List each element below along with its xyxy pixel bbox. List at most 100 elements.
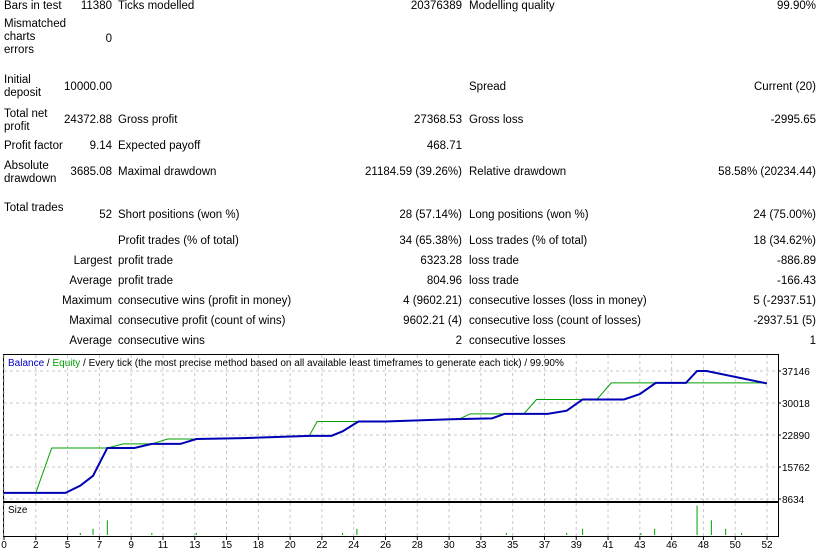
equity-line bbox=[4, 382, 767, 494]
report-value: 468.71 bbox=[426, 140, 462, 152]
report-label: consecutive loss (count of losses) bbox=[469, 315, 641, 327]
report-label: Maximal bbox=[69, 315, 112, 327]
report-value: 10000.00 bbox=[64, 81, 112, 93]
report-label: consecutive wins bbox=[118, 335, 205, 347]
y-tick-label: 8634 bbox=[782, 495, 805, 506]
x-tick-label: 35 bbox=[507, 540, 519, 551]
report-label: profit trade bbox=[118, 255, 173, 267]
x-tick-label: 52 bbox=[761, 540, 773, 551]
report-label: Short positions (won %) bbox=[118, 209, 240, 221]
x-tick-label: 5 bbox=[65, 540, 71, 551]
report-value: -166.43 bbox=[776, 275, 816, 287]
report-label: Average bbox=[69, 335, 112, 347]
report-value: 24372.88 bbox=[64, 114, 112, 126]
y-tick-label: 30018 bbox=[782, 399, 810, 410]
report-value: 4 (9602.21) bbox=[403, 295, 462, 307]
y-tick-label: 15762 bbox=[782, 463, 810, 474]
legend-separator: / bbox=[44, 358, 53, 369]
x-tick-label: 11 bbox=[158, 540, 169, 551]
report-label: consecutive losses (loss in money) bbox=[469, 295, 647, 307]
report-value: 18 (34.62%) bbox=[753, 235, 816, 247]
report-label: Bars in test bbox=[4, 0, 62, 12]
report-value: 58.58% (20234.44) bbox=[718, 166, 816, 178]
legend-equity: Equity bbox=[52, 358, 81, 369]
report-value: 3685.08 bbox=[70, 166, 112, 178]
report-value: 1 bbox=[809, 335, 816, 347]
report-label: loss trade bbox=[469, 275, 519, 287]
chart-subtitle: / Every tick (the most precise method ba… bbox=[80, 358, 564, 369]
x-tick-label: 26 bbox=[380, 540, 392, 551]
main-plot-frame bbox=[3, 354, 779, 502]
x-tick-label: 41 bbox=[602, 540, 614, 551]
x-tick-label: 39 bbox=[571, 540, 583, 551]
report-value: -2937.51 (5) bbox=[753, 315, 816, 327]
report-label: Modelling quality bbox=[469, 0, 555, 12]
size-panel-label: Size bbox=[8, 505, 28, 516]
report-value: 9602.21 (4) bbox=[403, 315, 462, 327]
report-label: Profit factor bbox=[4, 140, 63, 152]
x-tick-label: 9 bbox=[128, 540, 134, 551]
x-tick-label: 30 bbox=[444, 540, 456, 551]
chart-title: Balance / Equity / Every tick (the most … bbox=[8, 358, 564, 369]
report-value: 20376389 bbox=[410, 0, 462, 12]
report-label: Ticks modelled bbox=[118, 0, 195, 12]
x-tick-label: 24 bbox=[348, 540, 360, 551]
x-tick-label: 0 bbox=[1, 540, 7, 551]
report-label: Maximum bbox=[62, 295, 112, 307]
x-tick-label: 22 bbox=[316, 540, 328, 551]
report-value: -886.89 bbox=[776, 255, 816, 267]
report-label: Gross loss bbox=[469, 114, 524, 126]
report-value: 2 bbox=[455, 335, 462, 347]
size-plot-frame bbox=[3, 502, 779, 537]
report-label: Total trades bbox=[4, 202, 64, 214]
report-label: Maximal drawdown bbox=[118, 166, 217, 178]
y-tick-label: 37146 bbox=[782, 367, 810, 378]
legend-balance: Balance bbox=[8, 358, 45, 369]
report-label: Loss trades (% of total) bbox=[469, 235, 588, 247]
report-label: Expected payoff bbox=[118, 140, 201, 152]
report-label: consecutive wins (profit in money) bbox=[118, 295, 292, 307]
x-tick-label: 43 bbox=[634, 540, 646, 551]
x-tick-label: 7 bbox=[97, 540, 103, 551]
x-tick-label: 37 bbox=[539, 540, 551, 551]
report-label: consecutive losses bbox=[469, 335, 566, 347]
report-value: 6323.28 bbox=[420, 255, 462, 267]
report-label: Relative drawdown bbox=[469, 166, 567, 178]
x-tick-label: 33 bbox=[475, 540, 487, 551]
x-tick-label: 28 bbox=[412, 540, 424, 551]
report-value: 52 bbox=[99, 209, 112, 221]
report-label: Spread bbox=[469, 81, 507, 93]
report-value: 0 bbox=[105, 33, 112, 45]
report-value: 11380 bbox=[80, 0, 112, 12]
x-tick-label: 2 bbox=[33, 540, 39, 551]
report-value: 28 (57.14%) bbox=[399, 209, 462, 221]
report-value: 99.90% bbox=[776, 0, 816, 12]
report-label: loss trade bbox=[469, 255, 519, 267]
x-tick-label: 20 bbox=[285, 540, 297, 551]
report-label: Profit trades (% of total) bbox=[118, 235, 239, 247]
report-value: -2995.65 bbox=[770, 114, 816, 126]
report-label: Initial deposit bbox=[4, 74, 42, 99]
balance-equity-chart: 0 2 5 7 9 11 13 15 18 20 22 24 26 28 30 33 35 37 39 41 43 46 4… bbox=[1, 354, 810, 551]
y-tick-label: 22890 bbox=[782, 431, 810, 442]
report-value: Current (20) bbox=[754, 81, 816, 93]
x-tick-label: 50 bbox=[730, 540, 742, 551]
report-value: 34 (65.38%) bbox=[399, 235, 462, 247]
x-tick-label: 46 bbox=[666, 540, 678, 551]
report-label: consecutive profit (count of wins) bbox=[118, 315, 286, 327]
report-label: Largest bbox=[73, 255, 112, 267]
report-label: Gross profit bbox=[118, 114, 178, 126]
report-label: Mismatched charts errors bbox=[4, 18, 66, 56]
balance-line bbox=[4, 370, 768, 494]
x-tick-label: 15 bbox=[221, 540, 233, 551]
report-label: Long positions (won %) bbox=[469, 209, 589, 221]
report-value: 27368.53 bbox=[414, 114, 462, 126]
report-label: Average bbox=[69, 275, 112, 287]
x-tick-label: 18 bbox=[253, 540, 265, 551]
report-label: Total net profit bbox=[4, 108, 48, 133]
report-value: 21184.59 (39.26%) bbox=[365, 166, 462, 178]
report-value: 5 (-2937.51) bbox=[753, 295, 816, 307]
report-label: Absolute drawdown bbox=[4, 160, 57, 185]
x-tick-label: 13 bbox=[189, 540, 201, 551]
x-tick-label: 48 bbox=[698, 540, 710, 551]
